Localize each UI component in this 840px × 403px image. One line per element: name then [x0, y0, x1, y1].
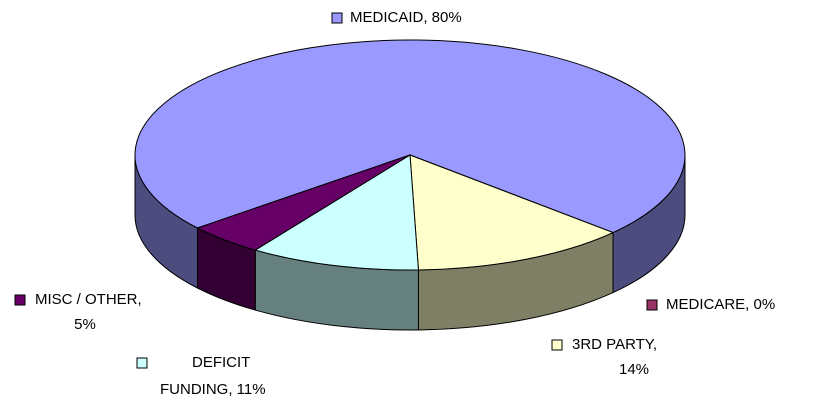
legend-swatch: [136, 357, 148, 369]
slice: [196, 154, 411, 251]
data-label: MISC / OTHER,: [35, 291, 142, 308]
data-label: 14%: [619, 361, 649, 378]
legend-swatch: [331, 12, 343, 24]
legend-swatch: [14, 294, 26, 306]
data-label: FUNDING, 11%: [160, 381, 266, 398]
slice: [134, 39, 686, 234]
data-label: 3RD PARTY,: [572, 336, 657, 353]
data-label: MEDICAID, 80%: [350, 9, 462, 26]
legend-swatch: [551, 339, 563, 351]
data-label: 5%: [74, 316, 96, 333]
data-label: DEFICIT: [192, 354, 250, 371]
slice: [254, 154, 420, 271]
legend-swatch: [646, 299, 658, 311]
data-label: MEDICARE, 0%: [666, 296, 775, 313]
slice: [409, 154, 615, 271]
